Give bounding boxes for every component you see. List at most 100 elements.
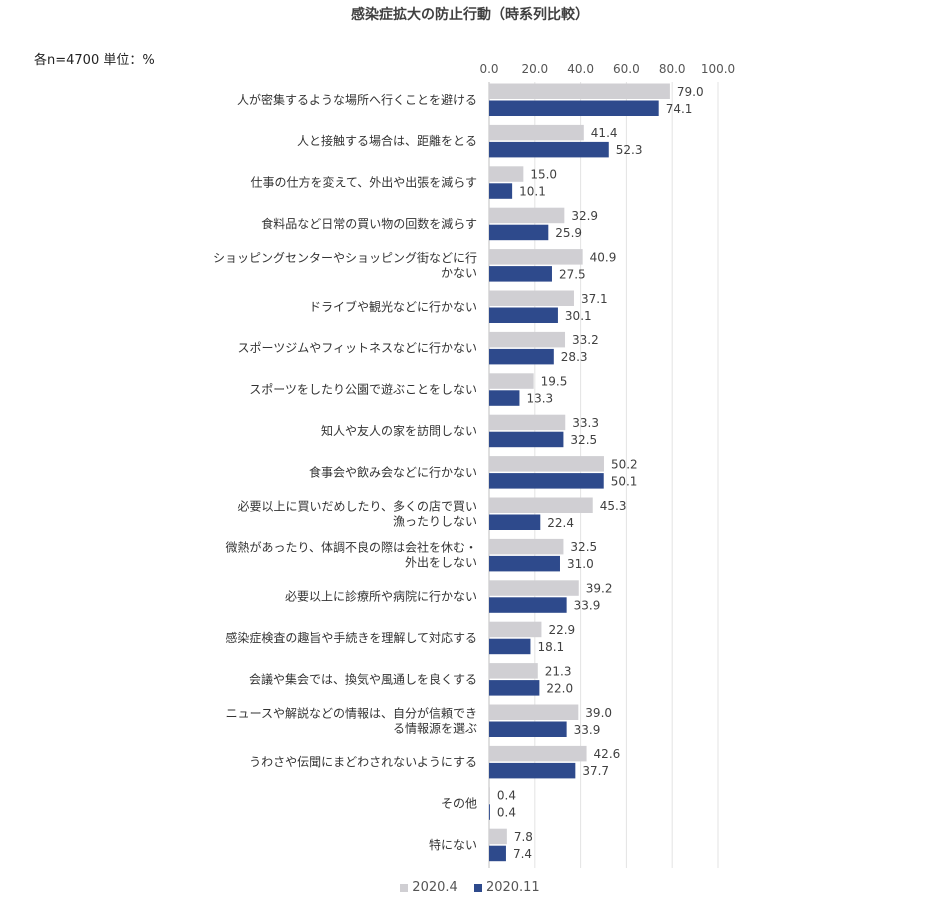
category-label: 微熱があったり、体調不良の際は会社を休む・	[225, 540, 477, 555]
data-label: 22.4	[547, 516, 574, 530]
data-label: 0.4	[497, 806, 516, 820]
bar-2020-4	[489, 580, 579, 596]
data-label: 32.9	[571, 209, 598, 223]
bar-2020-11	[489, 555, 560, 572]
bar-2020-4	[489, 124, 584, 141]
data-label: 32.5	[570, 433, 597, 447]
data-label: 7.4	[513, 847, 532, 861]
data-label: 22.9	[548, 623, 575, 637]
legend-label-2020-4: 2020.4	[412, 880, 458, 895]
bar-2020-4	[489, 207, 565, 224]
bar-2020-4	[489, 166, 524, 182]
data-label: 40.9	[590, 250, 617, 264]
data-label: 13.3	[526, 392, 553, 406]
legend-item-2020-11: 2020.11	[473, 880, 540, 895]
data-label: 74.1	[666, 102, 693, 116]
data-label: 45.3	[600, 499, 627, 513]
bar-2020-11	[489, 266, 552, 282]
category-label: 必要以上に買いだめしたり、多くの店で買い	[237, 499, 477, 513]
bar-2020-11	[489, 597, 567, 613]
data-label: 33.2	[572, 333, 599, 347]
value-labels: 79.0 74.1 41.4 52.3 15.0 10.1 32.9 25.9 40.9 27.5…	[497, 85, 704, 861]
data-label: 28.3	[561, 350, 588, 364]
bar-2020-4	[489, 414, 566, 431]
bar-2020-4	[489, 745, 587, 762]
data-label: 42.6	[594, 747, 621, 761]
legend-swatch-2020-11	[473, 883, 482, 892]
category-label: ショッピングセンターやショッピング街などに行	[213, 251, 477, 265]
bar-2020-11	[489, 431, 564, 448]
bar-2020-4	[489, 83, 670, 99]
data-label: 15.0	[530, 168, 557, 182]
data-label: 52.3	[616, 143, 643, 157]
data-label: 33.9	[574, 723, 601, 737]
data-label: 18.1	[537, 640, 564, 654]
data-label: 25.9	[555, 226, 582, 240]
bar-2020-11	[489, 224, 549, 241]
data-label: 37.1	[581, 292, 608, 306]
x-tick-label: 100.0	[701, 62, 735, 76]
bar-2020-4	[489, 787, 490, 803]
bar-2020-11	[489, 762, 576, 779]
data-label: 0.4	[497, 789, 516, 803]
legend-swatch-2020-4	[400, 883, 409, 892]
bar-2020-11	[489, 845, 506, 862]
data-label: 30.1	[565, 309, 592, 323]
chart-title: 感染症拡大の防止行動（時系列比較）	[351, 7, 589, 23]
data-label: 79.0	[677, 85, 704, 99]
category-label: 知人や友人の家を訪問しない	[321, 423, 477, 438]
data-label: 33.3	[572, 416, 599, 430]
bar-2020-11	[489, 804, 490, 820]
bar-2020-4	[489, 373, 534, 389]
x-tick-label: 40.0	[567, 62, 594, 76]
category-label: 特にない	[429, 837, 477, 852]
bar-2020-11	[489, 721, 567, 737]
category-label: 漁ったりしない	[393, 514, 477, 528]
x-axis-ticks: 0.0 20.0 40.0 60.0 80.0 100.0	[479, 62, 735, 76]
category-label: うわさや伝聞にまどわされないようにする	[249, 755, 477, 769]
bar-2020-11	[489, 514, 541, 530]
bar-2020-11	[489, 307, 558, 323]
bar-2020-4	[489, 290, 574, 306]
x-tick-label: 0.0	[479, 62, 498, 76]
category-label: 食事会や飲み会などに行かない	[309, 464, 477, 479]
bar-2020-4	[489, 497, 593, 513]
data-label: 33.9	[574, 599, 601, 613]
bar-2020-11	[489, 638, 531, 655]
x-tick-label: 60.0	[613, 62, 640, 76]
x-tick-label: 80.0	[659, 62, 686, 76]
bar-2020-4	[489, 828, 507, 845]
bar-2020-4	[489, 456, 604, 472]
legend-item-2020-4: 2020.4	[400, 880, 458, 895]
category-label: 必要以上に診療所や病院に行かない	[285, 589, 477, 604]
category-label: 人が密集するような場所へ行くことを避ける	[237, 92, 477, 107]
bar-2020-11	[489, 680, 540, 696]
bar-2020-4	[489, 538, 564, 555]
category-label: 感染症検査の趣旨や手続きを理解して対応する	[225, 630, 477, 645]
bar-2020-4	[489, 621, 542, 638]
data-label: 10.1	[519, 185, 546, 199]
category-label: スポーツをしたり公園で遊ぶことをしない	[249, 382, 477, 397]
data-label: 37.7	[582, 764, 609, 778]
category-label: ドライブや観光などに行かない	[309, 299, 477, 314]
bar-2020-4	[489, 331, 566, 348]
data-label: 27.5	[559, 267, 586, 281]
bar-2020-11	[489, 348, 554, 365]
data-label: 41.4	[591, 126, 618, 140]
data-label: 31.0	[567, 557, 594, 571]
data-label: 50.2	[611, 457, 638, 471]
data-label: 39.0	[585, 706, 612, 720]
bar-2020-11	[489, 473, 604, 489]
category-label: 食料品など日常の買い物の回数を減らす	[261, 216, 477, 231]
category-label: 外出をしない	[405, 556, 477, 570]
bar-2020-11	[489, 141, 609, 158]
category-label: ニュースや解説などの情報は、自分が信頼でき	[226, 705, 477, 720]
category-label: 仕事の仕方を変えて、外出や出張を減らす	[250, 175, 477, 190]
bar-2020-4	[489, 249, 583, 265]
sample-size-note: 各n=4700 単位：%	[34, 53, 155, 68]
data-label: 22.0	[546, 681, 573, 695]
bar-2020-11	[489, 100, 659, 116]
data-label: 19.5	[541, 375, 568, 389]
bar-2020-4	[489, 663, 538, 679]
